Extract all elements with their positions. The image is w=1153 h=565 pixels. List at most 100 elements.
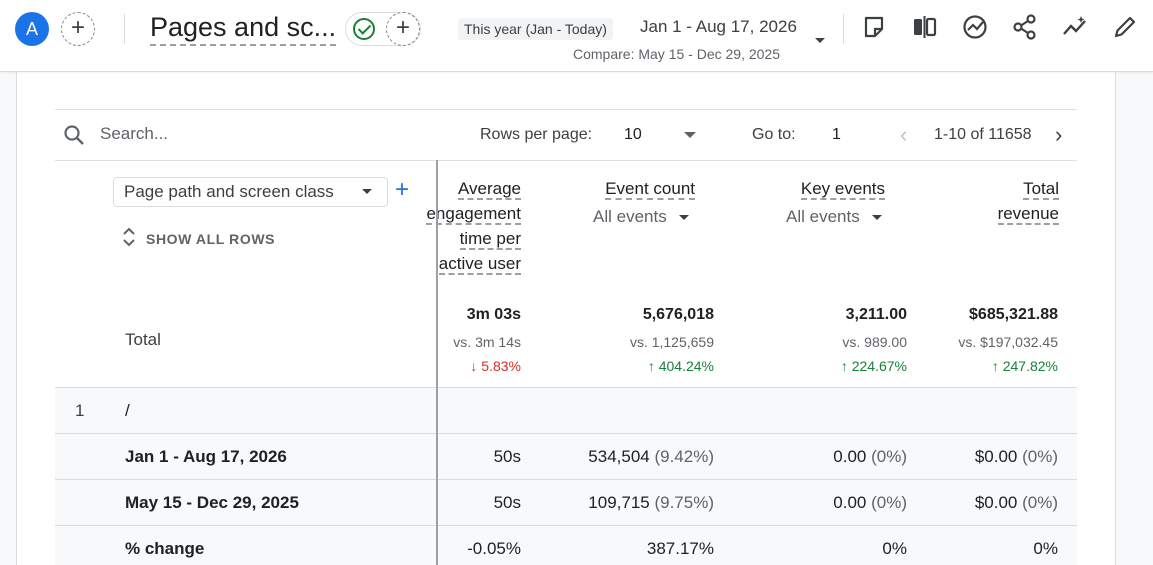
- cell-value: 0.00: [833, 447, 867, 466]
- column-header-line: time per: [459, 229, 521, 250]
- change-percent: 224.67%: [851, 358, 907, 374]
- event-count-filter[interactable]: All events: [593, 207, 689, 227]
- column-header-engagement-time[interactable]: Average engagement time per active user: [411, 176, 521, 276]
- column-header-event-count[interactable]: Event count: [605, 176, 695, 201]
- add-filter-button[interactable]: +: [386, 12, 420, 46]
- add-comparison-button[interactable]: +: [61, 12, 95, 46]
- cell-share: (0%): [1022, 447, 1058, 466]
- arrow-up-icon: ↑: [647, 358, 655, 374]
- compare-columns-icon[interactable]: [911, 13, 939, 41]
- cell-value: -0.05%: [467, 539, 521, 558]
- cell-value: 109,715: [588, 493, 650, 512]
- expand-rows-icon[interactable]: [122, 226, 136, 248]
- cell-share: (0%): [871, 447, 907, 466]
- table-row[interactable]: [55, 433, 1077, 479]
- total-compare-value: vs. 1,125,659: [629, 334, 714, 350]
- total-change: ↑ 404.24%: [648, 358, 714, 374]
- account-avatar[interactable]: A: [15, 12, 49, 46]
- total-label: Total: [125, 330, 161, 349]
- column-header-line: Key events: [800, 179, 885, 200]
- next-page-button[interactable]: ›: [1055, 122, 1063, 147]
- column-header-key-events[interactable]: Key events: [800, 176, 885, 201]
- header-divider: [843, 14, 844, 44]
- add-dimension-button[interactable]: +: [395, 176, 410, 203]
- sparkle-trend-icon[interactable]: [1061, 13, 1089, 41]
- insights-icon[interactable]: [961, 13, 989, 41]
- table-cell: 0.00 (0%): [833, 493, 907, 513]
- change-percent: 247.82%: [1002, 358, 1058, 374]
- pencil-icon[interactable]: [1111, 13, 1139, 41]
- column-header-line: revenue: [997, 204, 1059, 225]
- divider: [55, 109, 1077, 110]
- report-header: A + Pages and sc... + This year (Jan - T…: [0, 0, 1153, 72]
- cell-value: 0.00: [833, 493, 867, 512]
- cell-share: (9.75%): [654, 493, 714, 512]
- page-range: 1-10 of 11658: [934, 126, 1032, 143]
- page-title[interactable]: Pages and sc...: [150, 12, 337, 46]
- total-value: $685,321.88: [969, 306, 1058, 323]
- column-header-line: Average: [457, 179, 521, 200]
- share-icon[interactable]: [1011, 13, 1039, 41]
- cell-share: (0%): [1022, 493, 1058, 512]
- cell-value: $0.00: [974, 493, 1018, 512]
- row-date-range-label: May 15 - Dec 29, 2025: [125, 493, 299, 512]
- rows-per-page-label: Rows per page:: [480, 126, 593, 143]
- column-header-line: Total: [1023, 179, 1059, 200]
- date-preset-badge[interactable]: This year (Jan - Today): [458, 18, 613, 40]
- search-input[interactable]: Search...: [100, 124, 169, 143]
- event-filter-label: All events: [593, 207, 667, 226]
- table-row[interactable]: [55, 387, 1077, 433]
- chevron-down-icon[interactable]: [871, 215, 882, 221]
- rows-per-page-select[interactable]: 10: [624, 126, 642, 143]
- date-range[interactable]: Jan 1 - Aug 17, 2026: [640, 17, 797, 36]
- arrow-down-icon: ↓: [470, 358, 478, 374]
- chevron-down-icon[interactable]: [684, 132, 696, 138]
- total-value: 3m 03s: [466, 306, 521, 323]
- row-date-range-label: Jan 1 - Aug 17, 2026: [125, 447, 287, 466]
- table-cell: $0.00 (0%): [975, 493, 1058, 513]
- column-header-line: engagement: [426, 204, 521, 225]
- dimension-select-label[interactable]: Page path and screen class: [124, 182, 334, 201]
- cell-value: $0.00: [974, 447, 1018, 466]
- arrow-up-icon: ↑: [840, 358, 848, 374]
- cell-value: 50s: [493, 447, 521, 466]
- total-change: ↑ 224.67%: [841, 358, 907, 374]
- table-row[interactable]: [55, 525, 1077, 565]
- row-page-path[interactable]: /: [125, 401, 130, 420]
- total-compare-value: vs. 3m 14s: [453, 334, 521, 350]
- row-index: 1: [75, 401, 85, 420]
- table-cell: 0.00 (0%): [833, 447, 907, 467]
- check-circle-icon[interactable]: [353, 18, 375, 40]
- row-change-label: % change: [125, 539, 205, 558]
- show-all-rows-button[interactable]: SHOW ALL ROWS: [146, 231, 276, 247]
- chevron-down-icon[interactable]: [362, 189, 372, 194]
- dimension-select[interactable]: [113, 177, 388, 207]
- goto-input[interactable]: 1: [832, 126, 841, 143]
- table-row[interactable]: [55, 479, 1077, 525]
- arrow-up-icon: ↑: [991, 358, 999, 374]
- column-header-total-revenue[interactable]: Total revenue: [997, 176, 1059, 226]
- previous-page-button[interactable]: ‹: [900, 122, 908, 147]
- table-cell: 387.17%: [647, 539, 714, 559]
- chevron-down-icon[interactable]: [815, 38, 825, 43]
- table-cell: 50s: [494, 493, 521, 513]
- table-cell: 0%: [882, 539, 907, 559]
- chevron-down-icon[interactable]: [678, 215, 689, 221]
- table-cell: $0.00 (0%): [975, 447, 1058, 467]
- change-percent: 5.83%: [481, 358, 521, 374]
- compare-range[interactable]: Compare: May 15 - Dec 29, 2025: [573, 46, 780, 62]
- search-icon[interactable]: [62, 123, 86, 147]
- cell-value: 50s: [493, 493, 521, 512]
- total-change: ↑ 247.82%: [992, 358, 1058, 374]
- cell-share: (9.42%): [654, 447, 714, 466]
- total-compare-value: vs. 989.00: [842, 334, 907, 350]
- column-separator: [436, 160, 438, 565]
- key-events-filter[interactable]: All events: [786, 207, 882, 227]
- total-value: 3,211.00: [845, 306, 907, 323]
- column-header-line: Event count: [605, 179, 695, 200]
- total-compare-value: vs. $197,032.45: [958, 334, 1058, 350]
- edit-comparison-icon[interactable]: [860, 13, 888, 41]
- header-divider: [124, 14, 125, 44]
- total-change: ↓ 5.83%: [470, 358, 521, 374]
- event-filter-label: All events: [786, 207, 860, 226]
